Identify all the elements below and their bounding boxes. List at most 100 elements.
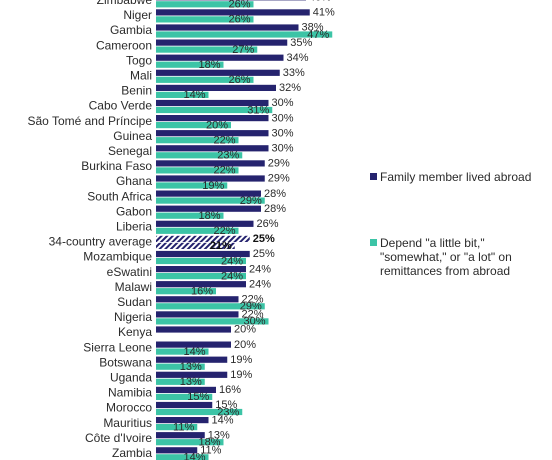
category-label-senegal: Senegal — [108, 144, 152, 158]
value-label-depend-gambia: 47% — [307, 29, 329, 41]
bar-depend-togo — [156, 61, 224, 68]
bar-family-mali — [156, 69, 280, 76]
bar-depend-south-africa — [156, 197, 265, 204]
bar-family-cameroon — [156, 39, 288, 46]
value-label-family-sudan: 22% — [242, 294, 264, 306]
category-label-guinea: Guinea — [113, 129, 152, 143]
bar-depend-sao-tome-and-principe — [156, 122, 231, 129]
value-label-depend-botswana: 13% — [180, 361, 202, 373]
value-label-family-sao-tome-and-principe: 30% — [272, 112, 294, 124]
value-label-depend-niger: 26% — [228, 14, 250, 26]
value-label-depend-gabon: 18% — [198, 210, 220, 222]
bar-family-senegal — [156, 145, 269, 152]
bar-family-mauritius — [156, 417, 209, 424]
bar-depend-ghana — [156, 182, 228, 189]
value-labels: 40% 26% 41% 26% 38%47%35% 27% 34% 18% 33% 26% 32% 1… — [173, 0, 335, 460]
bar-family-guinea — [156, 130, 269, 137]
value-label-depend-mauritius: 11% — [173, 421, 194, 433]
bar-family-niger — [156, 9, 310, 16]
category-label-uganda: Uganda — [110, 371, 152, 385]
value-label-family-south-africa: 28% — [264, 188, 286, 200]
category-label-mauritius: Mauritius — [103, 416, 152, 430]
value-label-depend-namibia: 15% — [187, 391, 209, 403]
value-label-depend-nigeria: 30% — [243, 316, 265, 328]
bar-depend-benin — [156, 91, 209, 98]
bar-family-sierra-leone — [156, 341, 231, 348]
category-label-liberia: Liberia — [116, 220, 152, 234]
value-label-depend-benin: 14% — [183, 89, 205, 101]
value-label-depend-sudan: 29% — [240, 301, 262, 313]
value-label-family-mozambique: 25% — [253, 248, 275, 260]
bar-depend-sierra-leone — [156, 348, 209, 355]
category-label-sierra-leone: Sierra Leone — [83, 340, 152, 354]
bar-depend-cameroon — [156, 46, 258, 53]
bar-depend-malawi — [156, 288, 216, 295]
category-label-zimbabwe: Zimbabwe — [97, 0, 153, 7]
value-label-depend-south-africa: 29% — [240, 195, 262, 207]
value-label-depend-cabo-verde: 31% — [247, 104, 269, 116]
category-label-kenya: Kenya — [118, 325, 152, 339]
value-label-depend-sierra-leone: 14% — [183, 346, 205, 358]
bar-depend-zimbabwe — [156, 1, 254, 8]
bar-family-cabo-verde — [156, 99, 269, 107]
value-label-family-togo: 34% — [287, 52, 309, 64]
category-label-malawi: Malawi — [115, 280, 152, 294]
category-label-botswana: Botswana — [99, 355, 152, 369]
bar-family-gabon — [156, 205, 261, 212]
bar-depend-zambia — [156, 454, 209, 460]
category-label-benin: Benin — [121, 84, 152, 98]
value-label-family-cote-d-ivoire: 13% — [208, 429, 230, 441]
value-label-depend-zimbabwe: 26% — [228, 0, 250, 11]
bar-family-benin — [156, 84, 276, 91]
value-label-family-malawi: 24% — [249, 278, 271, 290]
value-label-family-sierra-leone: 20% — [234, 339, 256, 351]
value-label-depend-cameroon: 27% — [232, 44, 254, 56]
value-label-family-uganda: 19% — [230, 369, 252, 381]
value-label-family-botswana: 19% — [230, 354, 252, 366]
value-label-family-morocco: 15% — [215, 399, 237, 411]
value-label-depend-liberia: 22% — [213, 225, 235, 237]
bar-family-ghana — [156, 175, 265, 182]
category-label-mali: Mali — [130, 69, 152, 83]
bar-family-uganda — [156, 371, 228, 378]
bar-family-namibia — [156, 386, 216, 393]
bar-family-malawi — [156, 281, 246, 288]
value-label-depend-senegal: 23% — [217, 150, 239, 162]
value-label-family-namibia: 16% — [219, 384, 241, 396]
bar-family-sao-tome-and-principe — [156, 115, 269, 122]
bar-family-togo — [156, 54, 284, 61]
category-label-niger: Niger — [123, 8, 152, 22]
value-label-depend-burkina-faso: 22% — [213, 165, 235, 177]
value-label-depend-morocco: 23% — [217, 406, 239, 418]
value-label-depend-sao-tome-and-principe: 20% — [206, 119, 228, 131]
value-label-family-cabo-verde: 30% — [272, 97, 294, 109]
legend-depend: Depend "a little bit," "somewhat," or "a… — [370, 236, 545, 278]
bar-depend-botswana — [156, 363, 205, 370]
bar-family-morocco — [156, 401, 213, 409]
bar-depend-mozambique — [156, 257, 246, 265]
legend-swatch-depend — [370, 239, 377, 246]
bar-depend-gabon — [156, 212, 224, 219]
bar-depend-mali — [156, 76, 254, 83]
bar-depend-guinea — [156, 137, 239, 144]
value-label-family-gabon: 28% — [264, 203, 286, 215]
bar-family-kenya — [156, 326, 231, 333]
category-label-south-africa: South Africa — [87, 189, 152, 203]
value-label-family-ghana: 29% — [268, 173, 290, 185]
value-label-depend-togo: 18% — [198, 59, 220, 71]
category-label-eswatini: eSwatini — [107, 265, 152, 279]
value-label-family-burkina-faso: 29% — [268, 158, 290, 170]
bar-depend-gambia — [156, 31, 333, 38]
bar-depend-niger — [156, 16, 254, 23]
category-label-cameroon: Cameroon — [96, 38, 152, 52]
bar-family-botswana — [156, 356, 228, 363]
value-label-family-guinea: 30% — [272, 127, 294, 139]
value-label-family-nigeria: 22% — [242, 309, 264, 321]
bar-family-liberia — [156, 220, 254, 227]
bar-depend-morocco — [156, 408, 243, 416]
legend-label-depend: Depend "a little bit," "somewhat," or "a… — [380, 236, 512, 278]
value-label-depend-mozambique: 24% — [221, 255, 243, 267]
bar-family-zambia — [156, 447, 198, 454]
